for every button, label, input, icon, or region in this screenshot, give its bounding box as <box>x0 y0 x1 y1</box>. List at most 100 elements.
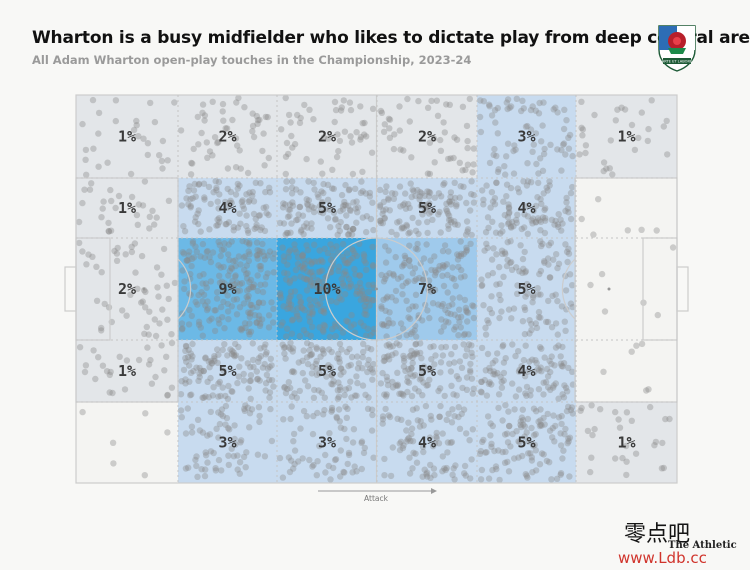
touch-dot <box>239 237 246 245</box>
touch-dot <box>301 264 308 272</box>
touch-dot <box>293 249 300 256</box>
touch-dot <box>310 461 317 469</box>
touch-dot <box>363 295 370 302</box>
touch-dot <box>367 365 374 372</box>
touch-dot <box>389 351 396 358</box>
touch-dot <box>264 113 271 121</box>
touch-dot <box>202 302 209 309</box>
touch-dot <box>413 349 420 356</box>
touch-dot <box>489 269 496 277</box>
touch-dot <box>247 372 255 379</box>
touch-dot <box>557 471 564 478</box>
touch-dot <box>347 133 354 140</box>
touch-dot <box>319 209 327 217</box>
touch-dot <box>255 312 263 319</box>
touch-dot <box>378 271 385 279</box>
touch-dots <box>75 94 677 484</box>
touch-dot <box>405 200 412 208</box>
touch-dot <box>497 230 504 237</box>
touch-dot <box>506 209 513 216</box>
touch-dot <box>509 380 516 387</box>
touch-dot <box>470 199 478 206</box>
touch-dot <box>83 261 90 268</box>
touch-dot <box>201 194 208 201</box>
chart-title: Wharton is a busy midfielder who likes t… <box>32 28 750 48</box>
touch-dot <box>519 269 526 277</box>
touch-dot <box>183 358 190 365</box>
zone-value-label: 1% <box>617 434 635 452</box>
touch-dot <box>409 214 416 222</box>
touch-dot <box>464 318 471 325</box>
touch-dot <box>505 408 512 415</box>
touch-dot <box>217 252 224 260</box>
touch-dot <box>550 256 557 263</box>
touch-dot <box>341 391 348 399</box>
touch-dot <box>468 190 475 198</box>
touch-dot <box>254 287 261 295</box>
touch-dot <box>582 142 590 149</box>
touch-dot <box>90 347 97 354</box>
touch-dot <box>439 262 447 269</box>
touch-dot <box>427 343 434 351</box>
zone-value-label: 3% <box>517 128 535 146</box>
touch-dot <box>240 205 248 213</box>
touch-dot <box>215 351 222 358</box>
touch-dot <box>250 133 258 141</box>
touch-dot <box>443 206 450 213</box>
touch-dot <box>218 406 226 413</box>
touch-dot <box>401 259 408 267</box>
touch-dot <box>223 414 231 422</box>
touch-dot <box>328 406 336 414</box>
touch-dot <box>183 343 190 350</box>
touch-dot <box>377 107 385 115</box>
touch-dot <box>244 227 251 234</box>
touch-dot <box>537 314 544 321</box>
touch-dot <box>500 369 508 377</box>
touch-dot <box>460 183 467 190</box>
touch-dot <box>350 247 357 254</box>
touch-dot <box>479 281 486 289</box>
touch-dot <box>308 220 315 227</box>
touch-dot <box>328 408 335 415</box>
touch-dot <box>440 119 447 126</box>
touch-dot <box>359 354 366 361</box>
touch-dot <box>461 273 468 280</box>
touch-dot <box>185 321 193 328</box>
touch-dot <box>505 306 513 313</box>
touch-dot <box>416 196 423 203</box>
touch-dot <box>194 210 201 217</box>
touch-dot <box>353 283 360 291</box>
touch-dot <box>336 294 343 302</box>
touch-dot <box>336 359 343 366</box>
touch-dot <box>238 327 245 334</box>
touch-dot <box>370 360 377 368</box>
touch-dot <box>203 284 210 291</box>
touch-dot <box>560 141 567 148</box>
touch-dot <box>187 202 194 210</box>
touch-dot <box>279 474 287 481</box>
touch-dot <box>236 470 243 477</box>
touch-dot <box>191 180 198 188</box>
touch-dot <box>228 199 235 207</box>
touch-dot <box>122 251 129 258</box>
watermark-url: www.Ldb.cc <box>618 549 707 567</box>
touch-dot <box>243 239 250 246</box>
touch-dot <box>478 344 486 352</box>
touch-dot <box>597 406 604 413</box>
touch-dot <box>533 467 540 474</box>
touch-dot <box>457 183 464 190</box>
touch-dot <box>303 354 311 361</box>
touch-dot <box>345 275 353 283</box>
touch-dot <box>419 392 426 399</box>
touch-dot <box>535 170 542 177</box>
touch-dot <box>428 356 435 363</box>
touch-dot <box>644 137 651 145</box>
touch-dot <box>463 346 471 353</box>
touch-dot <box>300 256 307 263</box>
touch-dot <box>335 350 342 358</box>
touch-dot <box>229 116 236 124</box>
touch-dot <box>439 453 446 460</box>
touch-dot <box>515 386 523 393</box>
touch-dot <box>286 279 293 286</box>
touch-dot <box>489 422 496 430</box>
